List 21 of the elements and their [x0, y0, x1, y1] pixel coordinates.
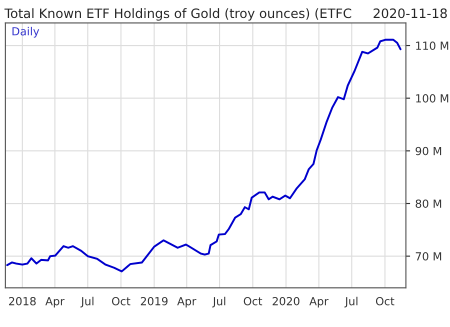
- y-tick-label: 70 M: [416, 252, 442, 261]
- chart-subtitle: 2020-11-18: [374, 8, 447, 18]
- x-tick-label: 2019: [140, 296, 168, 306]
- line-series: [6, 38, 402, 272]
- y-tick-label: 100 M: [416, 94, 448, 103]
- y-tick-label: 80 M: [416, 199, 442, 208]
- x-tick-label: Oct: [376, 296, 394, 306]
- x-tick-label: Jul: [344, 296, 358, 308]
- x-tick-label: Oct: [244, 296, 262, 306]
- y-tick-label: 90 M: [416, 146, 442, 156]
- x-tick-label: Apr: [309, 297, 328, 308]
- annotation: Daily: [12, 26, 40, 38]
- y-tick-label: 110 M: [416, 42, 448, 50]
- x-tick-label: Jul: [212, 296, 226, 308]
- x-tick-label: Jul: [80, 296, 94, 308]
- x-tick-label: Apr: [45, 297, 64, 308]
- x-tick-label: 2020: [272, 296, 300, 306]
- x-tick-label: Apr: [177, 297, 196, 308]
- chart-title: Total Known ETF Holdings of Gold (troy ounces) (ETFC: [4, 8, 352, 21]
- x-tick-label: Oct: [112, 296, 130, 306]
- x-tick-label: 2018: [9, 296, 36, 306]
